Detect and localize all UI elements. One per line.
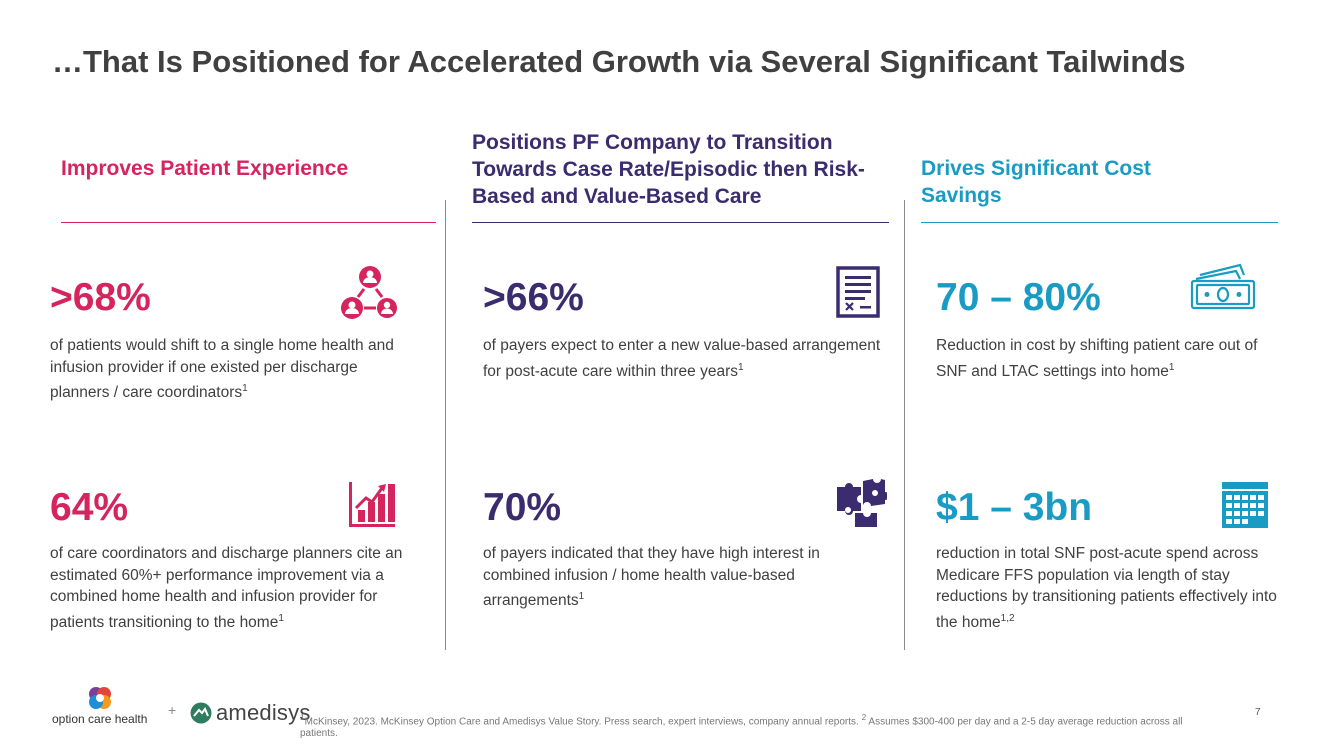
- stat-value: 70 – 80%: [936, 276, 1101, 319]
- money-bills-icon: [1190, 263, 1256, 310]
- column-divider: [904, 200, 905, 650]
- footnote: 1McKinsey, 2023. McKinsey Option Care an…: [300, 712, 1183, 740]
- stat-value: 70%: [483, 486, 562, 529]
- option-care-logo-icon: [89, 687, 111, 709]
- stat-description: of care coordinators and discharge plann…: [50, 545, 403, 631]
- people-network-icon: [341, 266, 397, 319]
- heading-underline-teal: [921, 222, 1278, 223]
- stat-description: of payers indicated that they have high …: [483, 545, 820, 610]
- heading-underline-purple: [472, 222, 889, 223]
- stat-description: Reduction in cost by shifting patient ca…: [936, 337, 1258, 380]
- column-heading-value-based-care: Positions PF Company to Transition Towar…: [472, 131, 865, 208]
- stat-description: of payers expect to enter a new value-ba…: [483, 337, 881, 380]
- stat-description: reduction in total SNF post-acute spend …: [936, 545, 1277, 631]
- page-title: …That Is Positioned for Accelerated Grow…: [52, 44, 1186, 79]
- stat-value: >66%: [483, 276, 584, 319]
- amedisys-logo: amedisys: [190, 700, 311, 726]
- calendar-icon: [1222, 482, 1268, 528]
- heading-underline-pink: [61, 222, 436, 223]
- column-heading-cost-savings: Drives Significant Cost Savings: [921, 157, 1151, 207]
- stat-value: $1 – 3bn: [936, 486, 1093, 529]
- option-care-health-logo: option care health: [52, 686, 157, 726]
- bar-chart-growth-icon: [349, 482, 395, 527]
- column-heading-patient-experience: Improves Patient Experience: [61, 157, 349, 180]
- stat-value: >68%: [50, 276, 151, 319]
- stat-value: 64%: [50, 486, 129, 529]
- column-divider: [445, 200, 446, 650]
- amedisys-logo-icon: [190, 702, 212, 724]
- puzzle-icon: [837, 479, 887, 527]
- stat-description: of patients would shift to a single home…: [50, 337, 394, 402]
- logo-plus-sign: +: [168, 702, 177, 718]
- document-checklist-icon: [836, 266, 880, 318]
- amedisys-wordmark: amedisys: [216, 700, 311, 725]
- page-number: 7: [1255, 707, 1261, 718]
- option-care-health-wordmark: option care health: [52, 712, 148, 726]
